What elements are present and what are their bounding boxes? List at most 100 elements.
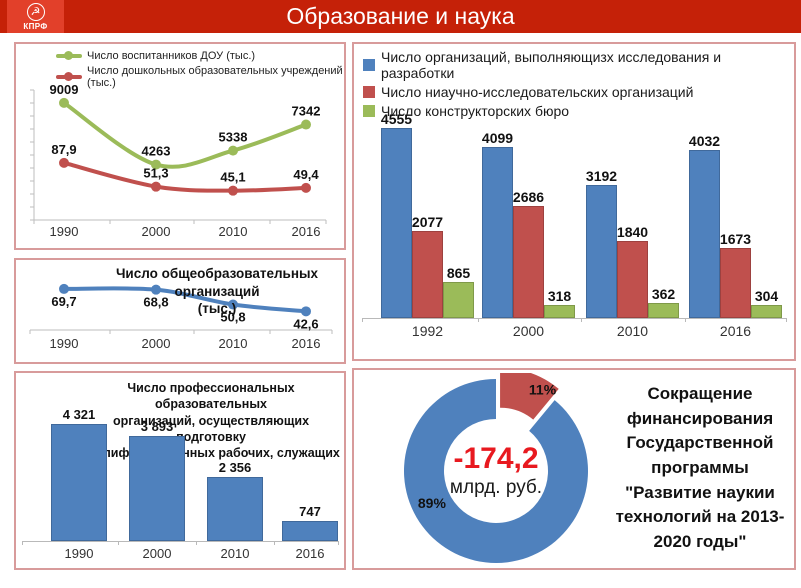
legend-label: Число организаций, выполняющизх исследов… [381, 49, 722, 81]
data-point [151, 284, 161, 295]
x-tick [196, 541, 197, 545]
x-tick [581, 318, 582, 322]
value-label: 50,8 [220, 310, 245, 325]
x-tick [274, 541, 275, 545]
x-axis-label: 2010 [219, 336, 248, 351]
value-label: 4 321 [62, 407, 96, 422]
bar [482, 147, 513, 318]
bar [648, 303, 679, 318]
legend-label: Число воспитанников ДОУ (тыс.) [87, 50, 256, 62]
data-point [59, 97, 69, 108]
x-axis-label: 1990 [50, 336, 79, 351]
x-axis-label: 1990 [64, 546, 94, 561]
research-bar-chart: 4555 2077 865 1992 4099 2686 318 2000 3192 1840 36… [354, 44, 794, 359]
funding-cut-unit: млрд. руб. [449, 477, 543, 498]
bar [412, 231, 443, 318]
value-label: 747 [299, 504, 321, 519]
panel-schools-chart: 69,7 68,8 50,8 42,6 1990 2000 2010 2016 Число о… [14, 258, 346, 364]
value-label: 362 [651, 286, 676, 302]
chart-title-line: (тыс.) [197, 301, 237, 317]
line-marker-icon [56, 72, 82, 82]
value-label: 4099 [481, 130, 514, 146]
legend-item: Число организаций, выполняющизх исследов… [363, 49, 794, 81]
x-tick [478, 318, 479, 322]
legend-item: Число ниаучно-исследовательских организа… [363, 84, 794, 100]
legend-item: Число воспитанников ДОУ (тыс.) [56, 50, 344, 62]
value-label: 69,7 [51, 294, 76, 309]
chart-title-line: Число общеобразовательных организаций [115, 266, 319, 299]
x-tick [786, 318, 787, 322]
value-label: 1673 [719, 231, 752, 247]
vocational-bar-chart: 4 321 1990 3 893 2000 2 356 2010 747 2016 [16, 373, 344, 568]
x-axis-label: 2000 [142, 546, 172, 561]
hammer-sickle-icon: ☭ [26, 2, 45, 21]
value-label: 865 [446, 265, 471, 281]
bar [544, 305, 575, 318]
bar [513, 206, 544, 318]
x-axis-label: 1992 [411, 323, 444, 339]
square-marker-icon [363, 59, 375, 71]
bar [51, 424, 107, 541]
bar [720, 248, 751, 318]
research-legend: Число организаций, выполняющизх исследов… [363, 49, 794, 122]
x-tick [338, 541, 339, 545]
data-point [228, 299, 238, 310]
x-tick [22, 541, 23, 545]
value-label: 3 893 [140, 419, 174, 434]
bar [443, 282, 474, 318]
x-axis [22, 541, 338, 542]
value-label: 87,9 [51, 142, 76, 157]
value-label: 49,4 [293, 167, 319, 182]
x-axis-label: 2000 [142, 224, 171, 239]
data-point [301, 119, 311, 130]
funding-note: Сокращение финансирования Государственно… [615, 384, 785, 551]
preschool-line-chart: 9009 4263 5338 7342 87,9 51,3 45,1 49,4 1990 2000… [30, 82, 327, 239]
line-marker-icon [56, 51, 82, 61]
value-label: 9009 [50, 82, 79, 97]
kprf-logo: ☭ КПРФ [7, 0, 64, 33]
page-title: Образование и наука [286, 3, 515, 29]
bar [129, 436, 185, 541]
value-label: 51,3 [143, 166, 168, 181]
pie-label: 89% [418, 495, 447, 511]
x-tick [118, 541, 119, 545]
legend-label: Число ниаучно-исследовательских организа… [381, 84, 694, 100]
data-point [301, 306, 311, 317]
donut-center-label: -174,2 млрд. руб. [416, 442, 576, 499]
data-point [151, 159, 161, 170]
bar [282, 521, 338, 541]
value-label: 4555 [380, 111, 413, 127]
chart-title-line: Число профессиональных образовательных [127, 381, 295, 412]
value-label: 4263 [142, 144, 171, 159]
data-point [228, 145, 238, 156]
bar [689, 150, 720, 318]
logo-label: КПРФ [23, 21, 48, 31]
panel-preschool-chart: Число воспитанников ДОУ (тыс.) Число дош… [14, 42, 346, 250]
data-point [59, 157, 69, 168]
bar [751, 305, 782, 318]
value-label: 68,8 [143, 295, 168, 310]
x-axis-label: 2016 [292, 336, 321, 351]
funding-cut-value: -174,2 [453, 442, 539, 475]
value-label: 7342 [292, 104, 321, 119]
x-axis-label: 2016 [719, 323, 752, 339]
x-axis-label: 2010 [220, 546, 250, 561]
x-axis-label: 2016 [295, 546, 325, 561]
chart-title: Число общеобразовательных организаций (т… [92, 265, 342, 318]
header-bar: ☭ КПРФ Образование и наука [0, 0, 801, 33]
panel-vocational-chart: Число профессиональных образовательных о… [14, 371, 346, 570]
pie-label: 11% [529, 381, 557, 397]
data-point [151, 181, 161, 192]
square-marker-icon [363, 105, 375, 117]
value-label: 5338 [219, 130, 248, 145]
line-series [62, 100, 308, 169]
legend-label: Число конструкторских бюро [381, 103, 570, 119]
value-label: 3192 [585, 168, 618, 184]
value-label: 2686 [512, 189, 545, 205]
data-point [228, 185, 238, 196]
bar [617, 241, 648, 318]
square-marker-icon [363, 86, 375, 98]
value-label: 2 356 [218, 460, 252, 475]
line-series [62, 286, 308, 314]
